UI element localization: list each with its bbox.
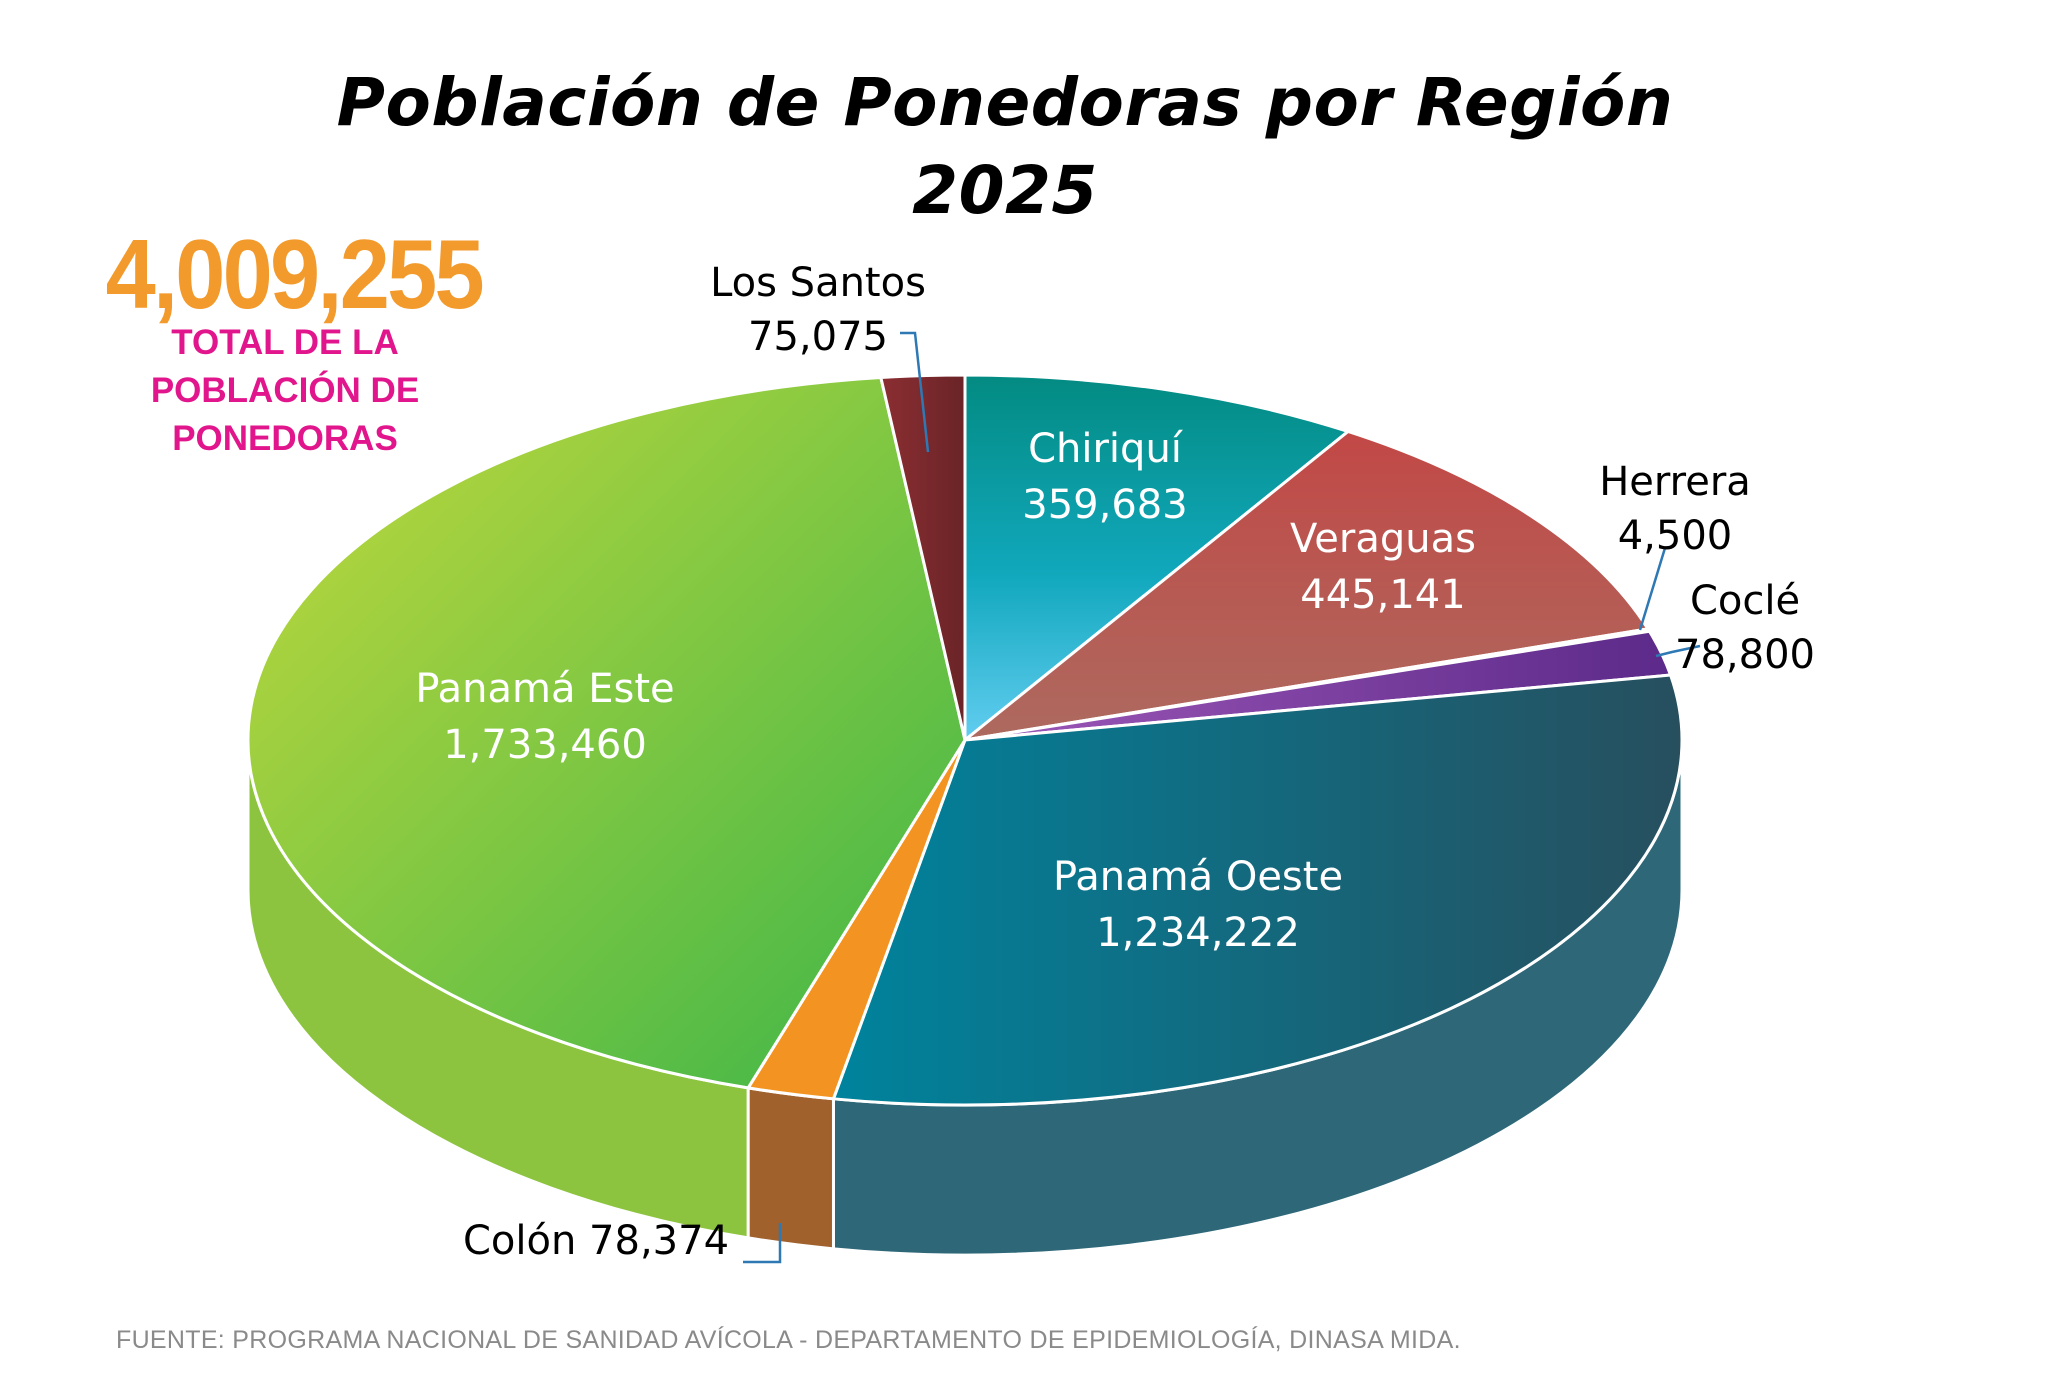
- value-label-veraguas: 445,141: [1300, 572, 1465, 618]
- value-label-panama-este: 1,733,460: [443, 722, 647, 768]
- leader-line-herrera: [1638, 547, 1667, 631]
- source-note: FUENTE: PROGRAMA NACIONAL DE SANIDAD AVÍ…: [116, 1326, 1461, 1354]
- category-label-panama-este: Panamá Este: [415, 666, 674, 712]
- category-label-herrera: Herrera: [1599, 459, 1751, 505]
- pie-slice-veraguas[interactable]: [963, 429, 1650, 742]
- chart-title-year: 2025: [912, 152, 1098, 229]
- value-label-panama-oeste: 1,234,222: [1096, 910, 1300, 956]
- total-population-value: 4,009,255: [105, 219, 485, 329]
- value-label-cocle: 78,800: [1675, 632, 1815, 678]
- category-label-los-santos: Los Santos: [710, 260, 926, 306]
- pie-slice-panama-oeste[interactable]: [831, 673, 1684, 1107]
- category-label-cocle: Coclé: [1690, 578, 1800, 624]
- value-label-herrera: 4,500: [1618, 513, 1733, 559]
- pie-slice-los-santos[interactable]: [879, 373, 967, 742]
- value-label-chiriqui: 359,683: [1022, 482, 1187, 528]
- pie-slice-panama-este[interactable]: [246, 376, 967, 1090]
- leader-line-los-santos: [900, 331, 930, 453]
- total-caption-line-1: TOTAL DE LA: [171, 323, 399, 362]
- category-label-chiriqui: Chiriquí: [1028, 426, 1184, 472]
- total-caption-line-2: POBLACIÓN DE: [150, 371, 420, 410]
- total-caption-line-3: PONEDORAS: [172, 419, 398, 458]
- category-label-panama-oeste: Panamá Oeste: [1053, 854, 1343, 900]
- chart-title: Población de Ponedoras por Región: [336, 64, 1674, 141]
- category-label-veraguas: Veraguas: [1290, 516, 1476, 562]
- leader-line-colon: [743, 1223, 782, 1264]
- pie-side-colon: [746, 1086, 835, 1251]
- value-label-los-santos: 75,075: [748, 314, 888, 360]
- leader-line-cocle: [1655, 644, 1701, 658]
- data-label-colon: Colón 78,374: [463, 1218, 729, 1264]
- pie-slice-chiriqui[interactable]: [963, 373, 1350, 742]
